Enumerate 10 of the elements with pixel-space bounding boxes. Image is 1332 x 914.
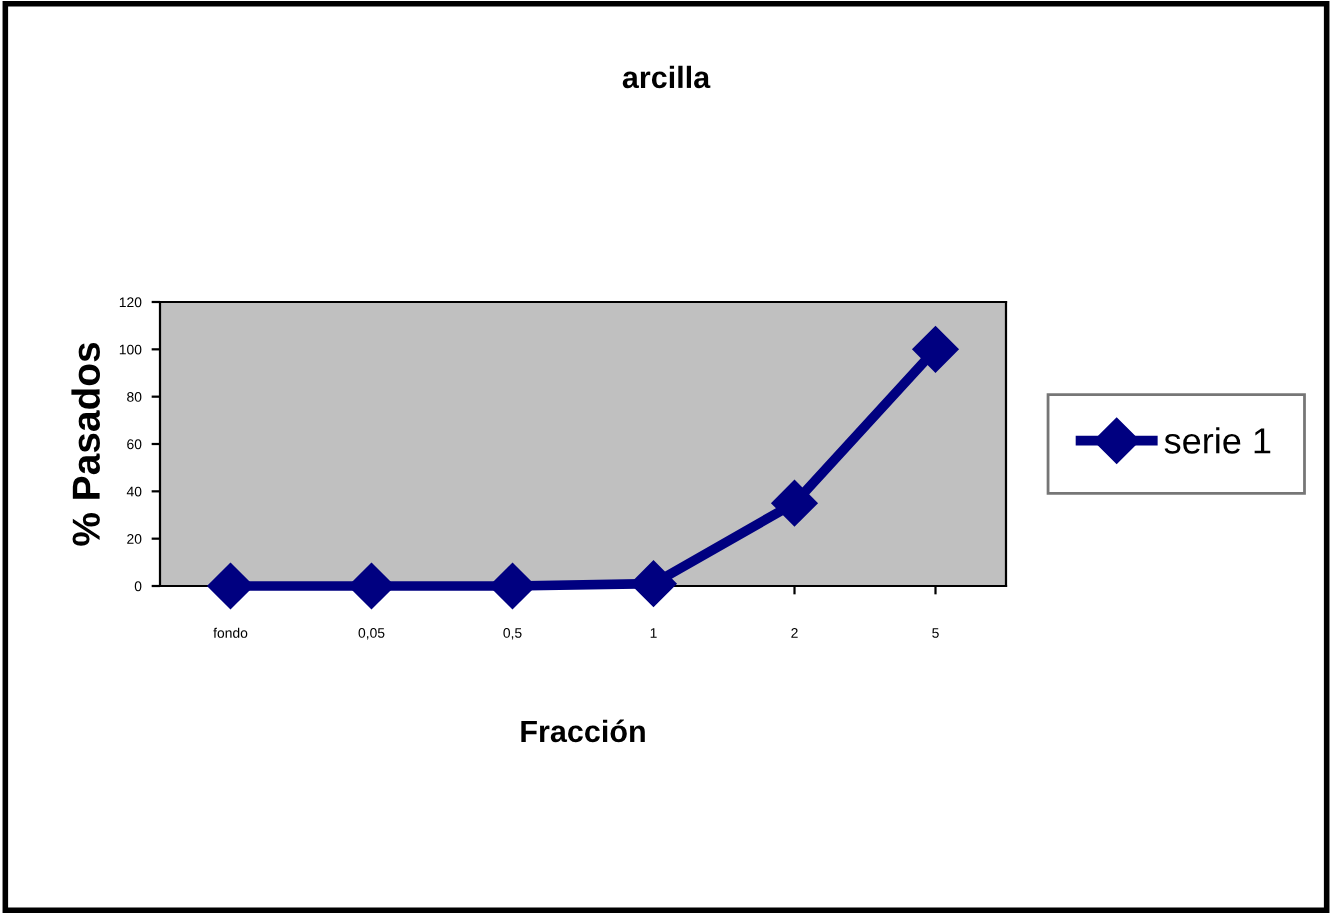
point <box>348 563 395 609</box>
point <box>912 326 959 373</box>
point <box>630 560 677 607</box>
y-axis-title: % Pasados <box>71 342 100 546</box>
chart-title: arcilla <box>622 65 711 89</box>
point <box>207 563 254 609</box>
legend-label: serie 1 <box>1164 427 1271 454</box>
x-axis-title: Fracción <box>521 719 645 743</box>
point <box>771 480 818 527</box>
point <box>489 563 536 609</box>
